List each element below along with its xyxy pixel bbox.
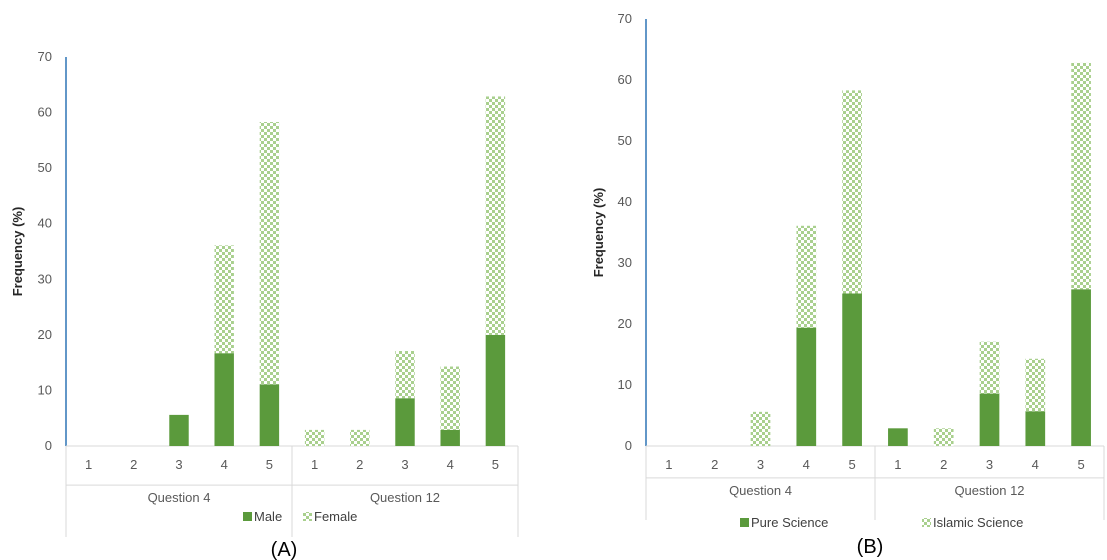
bar-male: [485, 334, 506, 446]
y-tick-label: 70: [38, 49, 52, 64]
legend-swatch: [922, 518, 931, 527]
legend-label: Islamic Science: [933, 515, 1023, 530]
bar-pure-science: [1025, 411, 1046, 446]
bar-pure-science: [842, 293, 862, 446]
bar-female: [395, 350, 415, 399]
legend-swatch: [303, 512, 312, 521]
group-label: Question 4: [729, 483, 792, 498]
x-tick-label: 5: [1077, 457, 1084, 472]
x-tick-label: 1: [85, 457, 92, 472]
x-tick-label: 2: [711, 457, 718, 472]
y-tick-label: 0: [625, 438, 632, 453]
y-tick-label: 20: [38, 327, 52, 342]
y-tick-label: 60: [38, 105, 52, 120]
y-tick-label: 10: [618, 377, 632, 392]
group-label: Question 4: [148, 490, 211, 505]
bar-female: [440, 366, 460, 430]
x-tick-label: 4: [221, 457, 228, 472]
x-tick-label: 2: [356, 457, 363, 472]
y-tick-label: 10: [38, 382, 52, 397]
bar-pure-science: [1071, 289, 1091, 446]
bar-islamic-science: [842, 90, 862, 294]
y-tick-label: 30: [38, 271, 52, 286]
y-axis-label: Frequency (%): [10, 207, 25, 297]
y-tick-label: 40: [38, 216, 52, 231]
x-tick-label: 5: [492, 457, 499, 472]
bar-female: [214, 245, 234, 354]
bar-female: [304, 429, 325, 446]
x-tick-label: 5: [848, 457, 855, 472]
chart-a: 0 10 20 30 40 50 60 70 Frequency (%) Question 4 Qu…: [10, 49, 519, 560]
x-tick-label: 3: [986, 457, 993, 472]
chart-caption: (B): [857, 536, 884, 558]
legend-swatch: [740, 518, 749, 527]
bar-female: [350, 429, 370, 446]
x-tick-label: 4: [803, 457, 810, 472]
y-tick-label: 40: [618, 194, 632, 209]
bar-female: [259, 122, 280, 385]
bar-islamic-science: [796, 225, 817, 328]
y-tick-label: 60: [618, 72, 632, 87]
group-label: Question 12: [954, 483, 1024, 498]
bar-pure-science: [979, 393, 1000, 446]
y-tick-label: 50: [38, 160, 52, 175]
bar-islamic-science: [979, 341, 1000, 394]
x-tick-label: 2: [130, 457, 137, 472]
bar-female: [485, 96, 506, 335]
bar-islamic-science: [1071, 62, 1091, 290]
x-tick-label: 1: [894, 457, 901, 472]
x-tick-label: 3: [175, 457, 182, 472]
legend-label: Pure Science: [751, 515, 828, 530]
y-axis-label: Frequency (%): [591, 188, 606, 278]
bar-pure-science: [888, 428, 908, 446]
bar-pure-science: [796, 327, 817, 446]
x-tick-label: 3: [757, 457, 764, 472]
x-tick-label: 4: [1032, 457, 1039, 472]
x-tick-label: 1: [311, 457, 318, 472]
y-tick-label: 20: [618, 316, 632, 331]
y-tick-label: 0: [45, 438, 52, 453]
x-tick-label: 1: [665, 457, 672, 472]
bar-male: [169, 414, 189, 446]
chart-b: 0 10 20 30 40 50 60 70 Frequency (%) Question 4 Qu…: [591, 11, 1105, 558]
bar-male: [395, 398, 415, 446]
bar-male: [259, 384, 280, 446]
bar-islamic-science: [750, 411, 771, 446]
legend-label: Female: [314, 509, 357, 524]
legend-label: Male: [254, 509, 282, 524]
bar-islamic-science: [933, 428, 954, 446]
y-tick-label: 70: [618, 11, 632, 26]
bar-male: [440, 429, 460, 446]
x-tick-label: 5: [266, 457, 273, 472]
x-tick-label: 4: [447, 457, 454, 472]
y-tick-label: 50: [618, 133, 632, 148]
chart-caption: (A): [271, 539, 298, 560]
bar-islamic-science: [1025, 358, 1046, 412]
bar-male: [214, 353, 234, 446]
x-tick-label: 2: [940, 457, 947, 472]
y-tick-label: 30: [618, 255, 632, 270]
legend-swatch: [243, 512, 252, 521]
group-label: Question 12: [370, 490, 440, 505]
x-tick-label: 3: [401, 457, 408, 472]
